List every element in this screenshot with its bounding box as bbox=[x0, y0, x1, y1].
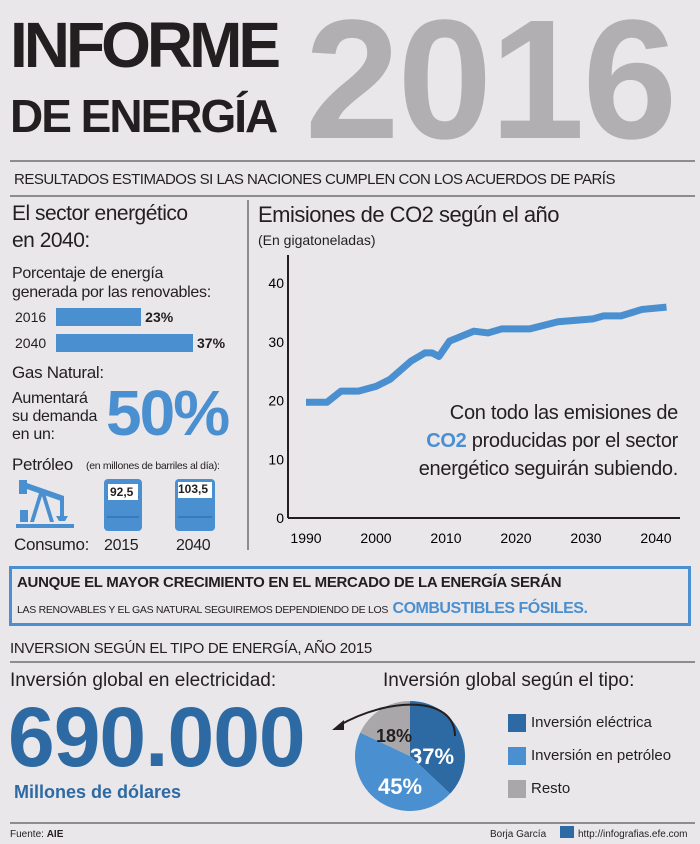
legend-label: Resto bbox=[531, 780, 571, 797]
annotation-text: producidas por el sector bbox=[471, 430, 679, 452]
banner-line1: AUNQUE EL MAYOR CRECIMIENTO EN EL MERCAD… bbox=[17, 574, 562, 591]
x-tick-label: 2040 bbox=[640, 530, 671, 546]
column-divider bbox=[247, 200, 249, 550]
efe-logo bbox=[560, 826, 574, 838]
co2-emissions-line bbox=[306, 303, 667, 406]
pie-slice bbox=[360, 701, 410, 756]
source-label: Fuente: bbox=[10, 829, 44, 840]
left-heading-1: El sector energético bbox=[12, 202, 188, 225]
y-tick-label: 10 bbox=[268, 451, 284, 467]
x-tick-label: 1990 bbox=[290, 530, 321, 546]
title-line1: INFORME bbox=[10, 9, 281, 81]
pie-label: 45% bbox=[378, 774, 422, 799]
divider bbox=[10, 195, 695, 197]
annotation-line3: energético seguirán subiendo. bbox=[418, 458, 679, 480]
y-tick-label: 20 bbox=[268, 393, 284, 409]
annotation-line1: Con todo las emisiones de bbox=[449, 402, 679, 424]
invest-section: INVERSION SEGÚN EL TIPO DE ENERGÍA, AÑO … bbox=[10, 640, 372, 657]
divider bbox=[10, 160, 695, 162]
x-tick-label: 2010 bbox=[430, 530, 461, 546]
x-tick-label: 2000 bbox=[360, 530, 391, 546]
legend-swatch bbox=[508, 714, 526, 732]
gas-label: Gas Natural: bbox=[12, 363, 104, 382]
barrel-icon-2040 bbox=[175, 479, 215, 531]
renewables-value-2016: 23% bbox=[145, 309, 174, 325]
arrow-icon bbox=[332, 703, 456, 737]
oil-year-2015: 2015 bbox=[104, 537, 139, 554]
pie-label: 18% bbox=[376, 726, 412, 746]
renewables-value-2040: 37% bbox=[197, 335, 226, 351]
footer-source: Fuente: AIE bbox=[10, 829, 63, 840]
legend-label: Inversión eléctrica bbox=[531, 714, 652, 731]
gas-value: 50% bbox=[106, 377, 230, 449]
banner-line2: LAS RENOVABLES Y EL GAS NATURAL SEGUIREM… bbox=[17, 598, 588, 621]
banner-text: LAS RENOVABLES Y EL GAS NATURAL SEGUIREM… bbox=[17, 604, 389, 616]
renew-label-1: Porcentaje de energía bbox=[12, 265, 164, 282]
renewables-bar-2040 bbox=[56, 334, 193, 352]
oil-year-2040: 2040 bbox=[176, 537, 211, 554]
pie-slice bbox=[410, 701, 465, 794]
footer-author: Borja García bbox=[490, 829, 547, 840]
title-line2: DE ENERGÍA bbox=[10, 90, 278, 142]
legend-swatch bbox=[508, 747, 526, 765]
barrel-icon-2015 bbox=[104, 479, 142, 531]
banner-highlight: COMBUSTIBLES FÓSILES. bbox=[392, 600, 588, 617]
divider bbox=[10, 661, 695, 663]
gas-text-1: Aumentará bbox=[12, 390, 88, 407]
invest-heading: Inversión global en electricidad: bbox=[10, 670, 277, 691]
bar-label-2040: 2040 bbox=[15, 335, 47, 351]
y-tick-label: 40 bbox=[268, 275, 284, 291]
conclusion-banner bbox=[9, 566, 691, 626]
investment-pie-chart: 37%45%18% bbox=[355, 701, 465, 811]
oil-unit: (en millones de barriles al día): bbox=[86, 460, 220, 472]
legend-swatch bbox=[508, 780, 526, 798]
pie-slice bbox=[355, 732, 451, 811]
gas-text-2: su demanda bbox=[12, 408, 98, 425]
y-tick-label: 0 bbox=[276, 510, 284, 526]
title-year: 2016 bbox=[305, 0, 677, 175]
oil-pump-icon bbox=[16, 480, 74, 528]
invest-value: 690.000 bbox=[8, 690, 306, 784]
oil-value-2040: 103,5 bbox=[178, 482, 209, 496]
chart-subtitle: (En gigatoneladas) bbox=[258, 232, 376, 248]
footer-url[interactable]: http://infografias.efe.com bbox=[578, 829, 688, 840]
x-tick-label: 2020 bbox=[500, 530, 531, 546]
pie-title: Inversión global según el tipo: bbox=[383, 670, 635, 691]
consumo-label: Consumo: bbox=[14, 535, 90, 554]
left-heading-2: en 2040: bbox=[12, 229, 90, 252]
divider bbox=[10, 822, 695, 824]
y-tick-label: 30 bbox=[268, 334, 284, 350]
source-value: AIE bbox=[46, 829, 64, 840]
oil-value-2015: 92,5 bbox=[110, 485, 134, 499]
invest-unit: Millones de dólares bbox=[14, 782, 182, 802]
x-tick-label: 2030 bbox=[570, 530, 601, 546]
renewables-bar-2016 bbox=[56, 308, 142, 326]
annotation-line2: CO2 producidas por el sector bbox=[426, 428, 678, 454]
subtitle: RESULTADOS ESTIMADOS SI LAS NACIONES CUM… bbox=[14, 171, 615, 188]
gas-text-3: en un: bbox=[12, 426, 55, 443]
chart-title: Emisiones de CO2 según el año bbox=[258, 202, 560, 227]
renew-label-2: generada por las renovables: bbox=[12, 284, 211, 301]
legend-label: Inversión en petróleo bbox=[531, 747, 672, 764]
annotation-co2: CO2 bbox=[426, 430, 467, 452]
bar-label-2016: 2016 bbox=[15, 309, 47, 325]
oil-label: Petróleo bbox=[12, 455, 73, 474]
